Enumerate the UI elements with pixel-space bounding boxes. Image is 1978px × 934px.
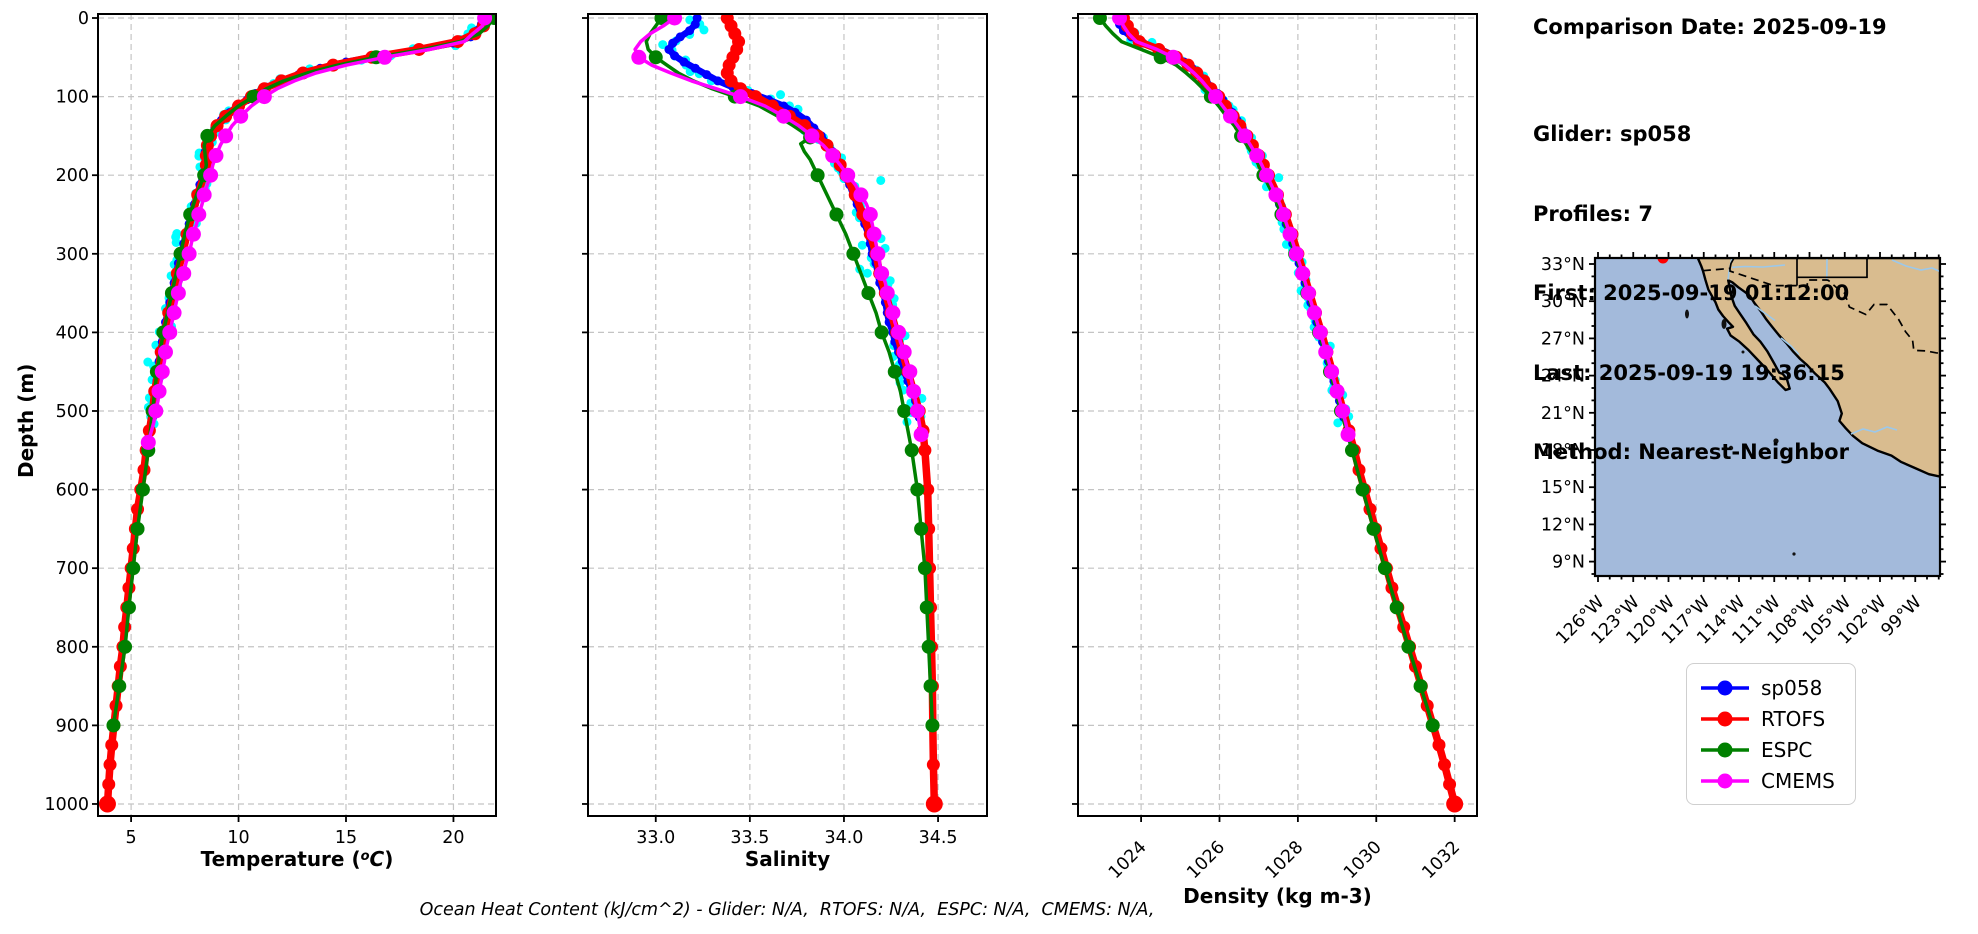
density-panel: 1024 1026 1028 1030 1032 — [1072, 13, 1478, 883]
depth-tick-label: 100 — [56, 88, 89, 108]
glider-id-text: Glider: sp058 — [1533, 122, 1692, 146]
map-border-dashed — [1702, 267, 1940, 355]
ohc-note: Ocean Heat Content (kJ/cm^2) - Glider: N… — [419, 900, 1155, 920]
map-border-solid — [1729, 258, 1735, 269]
last-profile-time-text: Last: 2025-09-19 19:36:15 — [1533, 360, 1845, 385]
temperature-axis-title-text: Temperature ( — [200, 847, 361, 871]
method-text: Method: Nearest-Neighbor — [1533, 440, 1849, 464]
depth-tick-label: 500 — [56, 402, 89, 422]
legend-marker-sp058 — [1701, 680, 1749, 695]
temperature-axis-title: Temperature (oC) — [98, 847, 496, 871]
celsius-symbol: C — [369, 847, 385, 871]
series-sp058 — [664, 14, 924, 422]
temperature-plot-area — [98, 14, 496, 813]
map-lon-label: 99°W — [1877, 592, 1925, 640]
density-axis-title: Density (kg m-3) — [1183, 884, 1372, 908]
map-island — [1685, 309, 1689, 319]
density-plot-area — [1092, 14, 1464, 813]
map-island — [1792, 552, 1796, 556]
map-lat-label: 12°N — [1541, 515, 1585, 535]
map-lat-label: 18°N — [1541, 441, 1585, 461]
depth-tick-label: 1000 — [44, 795, 89, 815]
series-CMEMS — [1112, 14, 1356, 443]
map-river — [1780, 337, 1800, 356]
salinity-panel: 33.0 33.5 34.0 34.5 — [582, 13, 988, 848]
temperature-xtick-label: 15 — [335, 828, 357, 848]
salinity-xtick-label: 34.5 — [919, 828, 958, 848]
salinity-xtick-label: 33.0 — [636, 828, 675, 848]
temperature-axis-title-close: ) — [384, 847, 394, 871]
density-xtick-label: 1032 — [1419, 837, 1465, 883]
glider-position-marker — [1657, 258, 1669, 264]
temperature-xtick-label: 10 — [227, 828, 249, 848]
legend-marker-ESPC — [1701, 742, 1749, 757]
salinity-axis-title: Salinity — [744, 847, 831, 871]
salinity-plot-area — [631, 14, 943, 813]
temperature-xtick-label: 5 — [126, 828, 137, 848]
series-ESPC — [106, 14, 496, 733]
series-CMEMS — [140, 14, 493, 450]
map-river — [1891, 259, 1940, 273]
legend-label: sp058 — [1761, 675, 1823, 700]
legend-label: ESPC — [1761, 737, 1813, 762]
legend-label: RTOFS — [1761, 706, 1826, 731]
map-lat-label: 27°N — [1541, 329, 1585, 349]
map-lat-label: 33°N — [1541, 255, 1585, 275]
map-lat-label: 30°N — [1541, 292, 1585, 312]
location-map: 33°N30°N27°N24°N21°N18°N15°N12°N9°N126°W… — [1541, 252, 1946, 649]
map-island — [1741, 350, 1745, 354]
map-land — [1696, 258, 1940, 478]
legend-label: CMEMS — [1761, 768, 1835, 793]
depth-tick-label: 900 — [56, 716, 89, 736]
salinity-xtick-label: 34.0 — [824, 828, 863, 848]
glider-raw-scatter — [1114, 14, 1354, 428]
map-lat-label: 21°N — [1541, 404, 1585, 424]
depth-tick-label: 200 — [56, 166, 89, 186]
map-lat-label: 15°N — [1541, 478, 1585, 498]
map-island — [1728, 445, 1734, 451]
map-lat-label: 9°N — [1552, 553, 1585, 573]
map-river — [1731, 264, 1786, 269]
series-RTOFS — [1116, 14, 1464, 813]
map-border-solid — [1797, 258, 1868, 279]
depth-tick-label: 700 — [56, 559, 89, 579]
map-lat-label: 24°N — [1541, 367, 1585, 387]
depth-tick-label: 600 — [56, 481, 89, 501]
map-river — [1754, 305, 1776, 322]
legend-item-sp058: sp058 — [1699, 672, 1855, 703]
series-ESPC — [1092, 14, 1440, 733]
depth-tick-label: 300 — [56, 245, 89, 265]
degree-superscript: o — [360, 849, 370, 864]
depth-tick-label: 800 — [56, 638, 89, 658]
map-island — [1773, 438, 1779, 444]
depth-axis-title: Depth (m) — [14, 363, 38, 478]
salinity-xtick-label: 33.5 — [730, 828, 769, 848]
map-island — [1721, 319, 1727, 329]
temperature-xtick-label: 20 — [442, 828, 464, 848]
legend-marker-CMEMS — [1701, 773, 1749, 788]
legend-marker-RTOFS — [1701, 711, 1749, 726]
density-xtick-label: 1026 — [1183, 837, 1229, 883]
glider-raw-scatter — [658, 15, 927, 427]
first-profile-time-text: First: 2025-09-19 01:12:00 — [1533, 281, 1850, 305]
density-xtick-label: 1024 — [1105, 837, 1151, 883]
depth-tick-label: 400 — [56, 323, 89, 343]
density-xtick-label: 1028 — [1262, 837, 1308, 883]
legend: sp058 RTOFS ESPC CMEMS — [1686, 663, 1856, 805]
map-island — [1710, 297, 1714, 301]
legend-item-CMEMS: CMEMS — [1699, 765, 1855, 796]
series-sp058 — [1113, 14, 1349, 422]
legend-item-ESPC: ESPC — [1699, 734, 1855, 765]
legend-item-RTOFS: RTOFS — [1699, 703, 1855, 734]
depth-tick-label: 0 — [78, 9, 89, 29]
series-CMEMS — [631, 14, 929, 443]
map-river — [1850, 426, 1898, 435]
density-xtick-label: 1030 — [1340, 837, 1386, 883]
profiles-count-text: Profiles: 7 — [1533, 201, 1654, 226]
metadata-block: Glider: sp058 Profiles: 7 First: 2025-09… — [1533, 68, 1849, 519]
comparison-date-text: Comparison Date: 2025-09-19 — [1533, 15, 1887, 39]
